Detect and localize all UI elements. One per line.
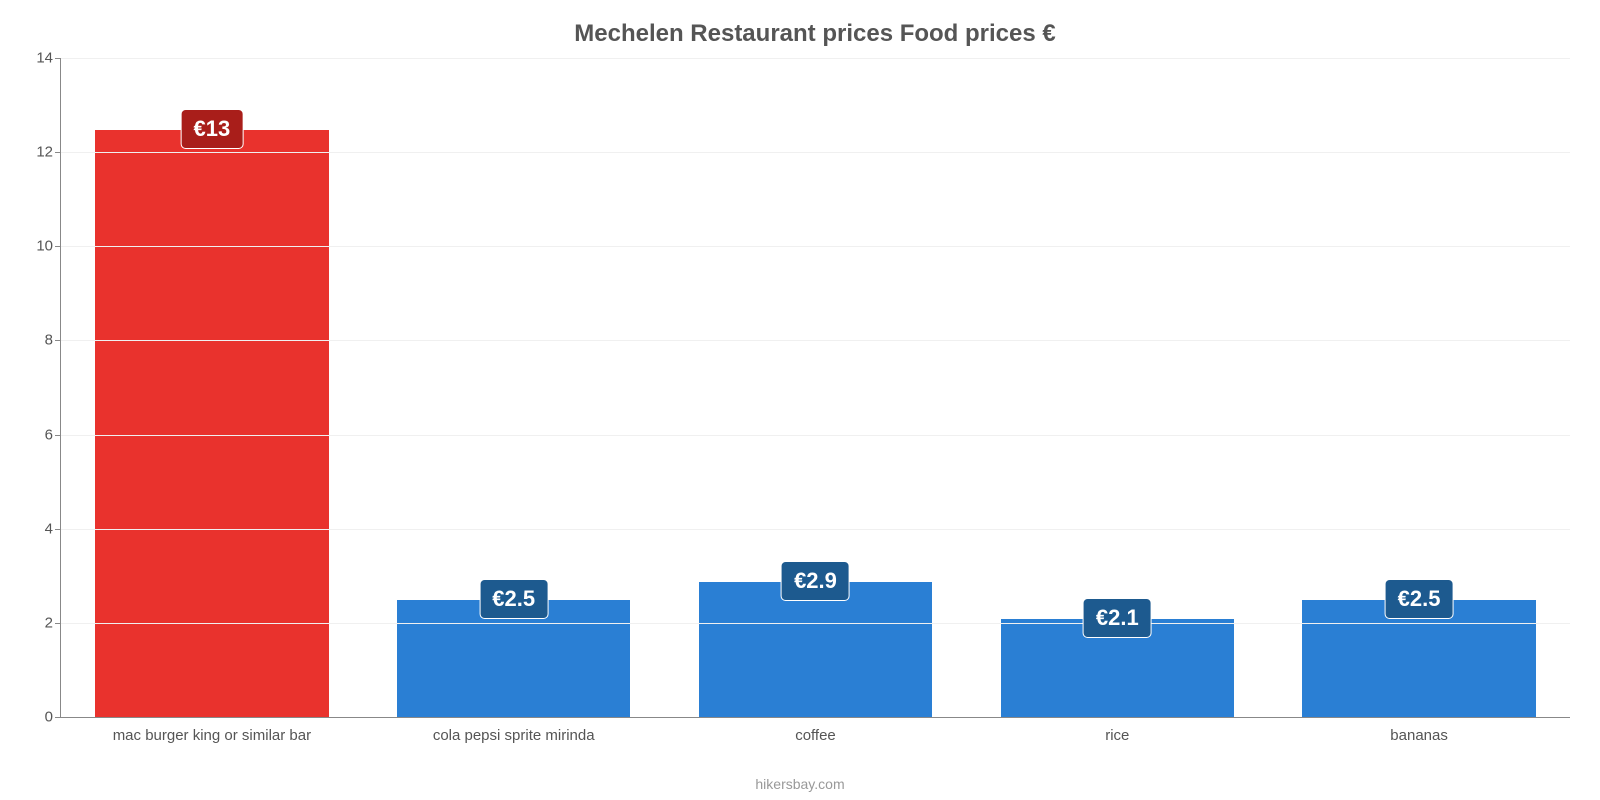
source-label: hikersbay.com bbox=[755, 776, 844, 792]
y-tick-label: 14 bbox=[36, 50, 61, 67]
bars-row: €13mac burger king or similar bar€2.5col… bbox=[61, 58, 1570, 717]
value-badge: €13 bbox=[181, 109, 244, 149]
gridline bbox=[61, 152, 1570, 153]
bar bbox=[94, 129, 329, 717]
y-tick-label: 2 bbox=[45, 614, 61, 631]
value-badge: €2.1 bbox=[1083, 598, 1152, 638]
x-category-label: bananas bbox=[1390, 717, 1448, 744]
bar-slot: €13mac burger king or similar bar bbox=[61, 58, 363, 717]
bar-slot: €2.5bananas bbox=[1268, 58, 1570, 717]
gridline bbox=[61, 58, 1570, 59]
value-badge: €2.5 bbox=[1385, 579, 1454, 619]
chart-container: Mechelen Restaurant prices Food prices €… bbox=[0, 0, 1600, 800]
x-category-label: mac burger king or similar bar bbox=[113, 717, 311, 744]
y-tick-label: 4 bbox=[45, 520, 61, 537]
gridline bbox=[61, 435, 1570, 436]
gridline bbox=[61, 623, 1570, 624]
bar-slot: €2.5cola pepsi sprite mirinda bbox=[363, 58, 665, 717]
value-badge: €2.9 bbox=[781, 561, 850, 601]
bar bbox=[698, 581, 933, 718]
y-tick-label: 8 bbox=[45, 332, 61, 349]
y-tick-label: 0 bbox=[45, 709, 61, 726]
gridline bbox=[61, 529, 1570, 530]
x-category-label: cola pepsi sprite mirinda bbox=[433, 717, 595, 744]
y-tick-label: 10 bbox=[36, 238, 61, 255]
bar-slot: €2.9coffee bbox=[665, 58, 967, 717]
x-category-label: coffee bbox=[795, 717, 836, 744]
gridline bbox=[61, 340, 1570, 341]
x-category-label: rice bbox=[1105, 717, 1129, 744]
y-tick-label: 6 bbox=[45, 426, 61, 443]
bar-slot: €2.1rice bbox=[966, 58, 1268, 717]
gridline bbox=[61, 246, 1570, 247]
chart-title: Mechelen Restaurant prices Food prices € bbox=[60, 20, 1570, 48]
value-badge: €2.5 bbox=[479, 579, 548, 619]
y-tick-label: 12 bbox=[36, 144, 61, 161]
plot-area: €13mac burger king or similar bar€2.5col… bbox=[60, 58, 1570, 718]
